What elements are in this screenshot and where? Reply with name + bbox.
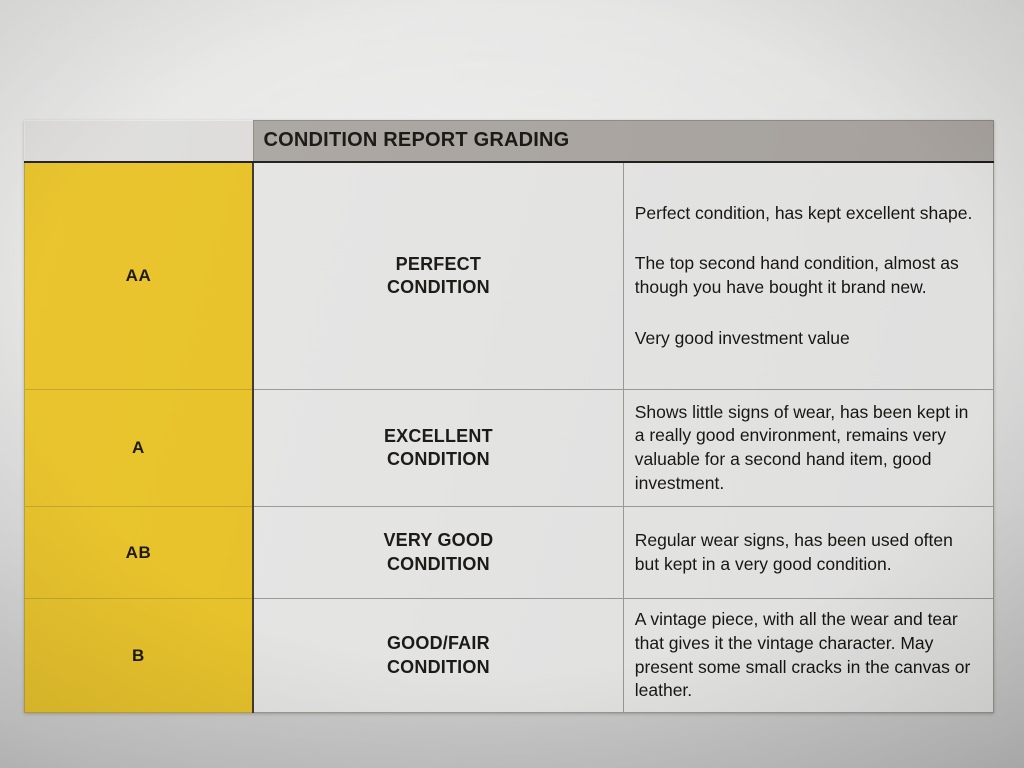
- condition-name-b: GOOD/FAIR CONDITION: [252, 598, 624, 713]
- table-row: A EXCELLENT CONDITION Shows little signs…: [24, 389, 995, 507]
- table-row: AA PERFECT CONDITION Perfect condition, …: [24, 161, 995, 390]
- condition-name-line-2: CONDITION: [386, 449, 490, 469]
- description-paragraph: Very good investment value: [634, 327, 850, 348]
- condition-name-aa: PERFECT CONDITION: [252, 161, 624, 390]
- table-row: AB VERY GOOD CONDITION Regular wear sign…: [24, 506, 995, 599]
- description-paragraph: The top second hand condition, almost as…: [634, 253, 959, 297]
- header-row: CONDITION REPORT GRADING: [24, 120, 994, 163]
- table-row: B GOOD/FAIR CONDITION A vintage piece, w…: [24, 598, 995, 713]
- grade-code-aa: AA: [24, 161, 254, 390]
- table-body: AA PERFECT CONDITION Perfect condition, …: [24, 161, 995, 713]
- condition-name-line-1: PERFECT: [395, 253, 482, 274]
- condition-name-a: EXCELLENT CONDITION: [252, 389, 624, 507]
- condition-description-ab: Regular wear signs, has been used often …: [622, 506, 995, 599]
- grade-code-a: A: [24, 389, 254, 507]
- condition-name-line-2: CONDITION: [386, 553, 490, 574]
- condition-report-grading-table: CONDITION REPORT GRADING AA PERFECT COND…: [24, 120, 995, 713]
- description-paragraph: Regular wear signs, has been used often …: [634, 529, 953, 574]
- grade-code-ab: AB: [24, 506, 254, 599]
- condition-name-line-1: GOOD/FAIR: [386, 633, 490, 654]
- condition-name-line-2: CONDITION: [386, 277, 490, 297]
- condition-name-ab: VERY GOOD CONDITION: [252, 506, 624, 599]
- condition-name-line-2: CONDITION: [386, 656, 490, 677]
- condition-name-line-1: EXCELLENT: [383, 425, 493, 446]
- condition-description-aa: Perfect condition, has kept excellent sh…: [622, 161, 995, 390]
- condition-description-a: Shows little signs of wear, has been kep…: [622, 389, 995, 507]
- description-paragraph: A vintage piece, with all the wear and t…: [634, 609, 971, 701]
- grade-code-b: B: [24, 598, 254, 713]
- table-header: CONDITION REPORT GRADING: [24, 120, 994, 163]
- page-title: CONDITION REPORT GRADING: [252, 120, 994, 163]
- header-blank-cell: [24, 120, 253, 162]
- description-paragraph: Perfect condition, has kept excellent sh…: [634, 202, 973, 223]
- condition-name-line-1: VERY GOOD: [383, 530, 494, 551]
- condition-description-b: A vintage piece, with all the wear and t…: [622, 598, 995, 713]
- description-paragraph: Shows little signs of wear, has been kep…: [634, 401, 969, 493]
